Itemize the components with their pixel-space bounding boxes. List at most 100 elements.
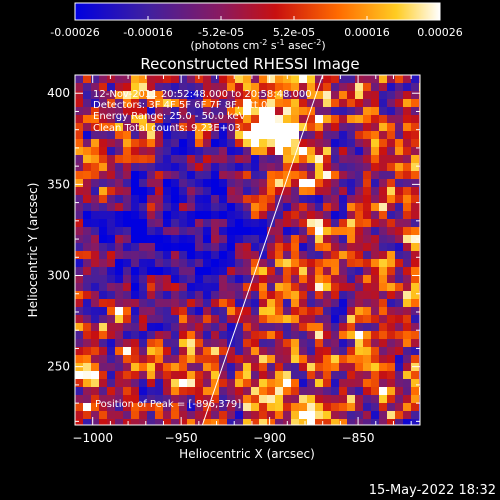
heatmap-cell — [411, 315, 420, 324]
heatmap-cell — [275, 291, 284, 300]
heatmap-cell — [139, 307, 148, 316]
heatmap-cell — [115, 291, 124, 300]
heatmap-cell — [187, 139, 196, 148]
heatmap-cell — [379, 299, 388, 308]
heatmap-cell — [259, 75, 268, 84]
heatmap-cell — [379, 339, 388, 348]
heatmap-cell — [107, 275, 116, 284]
heatmap-cell — [147, 419, 156, 425]
heatmap-cell — [75, 291, 84, 300]
heatmap-cell — [259, 315, 268, 324]
heatmap-cell — [187, 211, 196, 220]
heatmap-cell — [251, 355, 260, 364]
heatmap-cell — [411, 203, 420, 212]
heatmap-cell — [123, 283, 132, 292]
heatmap-cell — [91, 163, 100, 172]
heatmap-cell — [99, 339, 108, 348]
heatmap-cell — [243, 251, 252, 260]
heatmap-cell — [123, 291, 132, 300]
heatmap-cell — [211, 123, 220, 132]
heatmap-cell — [235, 131, 244, 140]
heatmap-cell — [115, 171, 124, 180]
heatmap-cell — [331, 355, 340, 364]
heatmap-cell — [219, 331, 228, 340]
heatmap-cell — [267, 387, 276, 396]
heatmap-cell — [243, 347, 252, 356]
heatmap-cell — [395, 179, 404, 188]
colorbar-tick-label: -5.2e-05 — [198, 26, 244, 39]
heatmap-cell — [203, 171, 212, 180]
heatmap-cell — [355, 179, 364, 188]
heatmap-cell — [355, 259, 364, 268]
heatmap-cell — [307, 419, 316, 425]
heatmap-cell — [123, 147, 132, 156]
heatmap-cell — [99, 219, 108, 228]
heatmap-cell — [187, 187, 196, 196]
heatmap-cell — [347, 219, 356, 228]
heatmap-cell — [219, 179, 228, 188]
heatmap-cell — [299, 299, 308, 308]
heatmap-cell — [243, 267, 252, 276]
heatmap-cell — [243, 219, 252, 228]
heatmap-cell — [147, 355, 156, 364]
heatmap-cell — [251, 275, 260, 284]
heatmap-cell — [171, 211, 180, 220]
heatmap-cell — [371, 363, 380, 372]
heatmap-cell — [187, 347, 196, 356]
heatmap-cell — [139, 83, 148, 92]
heatmap-cell — [163, 355, 172, 364]
heatmap-cell — [123, 163, 132, 172]
heatmap-cell — [107, 155, 116, 164]
heatmap-cell — [179, 187, 188, 196]
heatmap-cell — [259, 195, 268, 204]
heatmap-cell — [99, 387, 108, 396]
heatmap-cell — [331, 243, 340, 252]
heatmap-cell — [91, 187, 100, 196]
heatmap-cell — [299, 235, 308, 244]
heatmap-cell — [195, 275, 204, 284]
heatmap-cell — [363, 219, 372, 228]
heatmap-cell — [307, 83, 316, 92]
heatmap-cell — [259, 379, 268, 388]
heatmap-cell — [395, 227, 404, 236]
heatmap-cell — [139, 75, 148, 84]
heatmap-cell — [235, 371, 244, 380]
heatmap-cell — [187, 235, 196, 244]
heatmap-cell — [411, 323, 420, 332]
heatmap-cell — [107, 163, 116, 172]
x-axis-label: Heliocentric X (arcsec) — [179, 447, 315, 461]
heatmap-cell — [219, 411, 228, 420]
heatmap-cell — [251, 115, 260, 124]
heatmap-cell — [147, 259, 156, 268]
heatmap-cell — [195, 171, 204, 180]
heatmap-cell — [315, 379, 324, 388]
heatmap-cell — [179, 227, 188, 236]
heatmap-cell — [291, 227, 300, 236]
heatmap-cell — [83, 227, 92, 236]
heatmap-cell — [99, 131, 108, 140]
heatmap-cell — [139, 203, 148, 212]
heatmap-cell — [163, 291, 172, 300]
heatmap-cell — [355, 227, 364, 236]
heatmap-cell — [211, 211, 220, 220]
heatmap-cell — [379, 203, 388, 212]
heatmap-cell — [179, 283, 188, 292]
heatmap-cell — [91, 363, 100, 372]
heatmap-cell — [171, 107, 180, 116]
heatmap-cell — [171, 363, 180, 372]
heatmap-cell — [227, 187, 236, 196]
heatmap-cell — [395, 251, 404, 260]
heatmap-cell — [83, 155, 92, 164]
heatmap-cell — [379, 275, 388, 284]
heatmap-cell — [227, 123, 236, 132]
heatmap-cell — [275, 115, 284, 124]
heatmap-cell — [339, 211, 348, 220]
heatmap-cell — [139, 283, 148, 292]
heatmap-cell — [179, 211, 188, 220]
heatmap-cell — [107, 187, 116, 196]
heatmap-cell — [179, 99, 188, 108]
heatmap-cell — [395, 91, 404, 100]
heatmap-cell — [251, 347, 260, 356]
heatmap-cell — [395, 195, 404, 204]
heatmap-cell — [155, 195, 164, 204]
